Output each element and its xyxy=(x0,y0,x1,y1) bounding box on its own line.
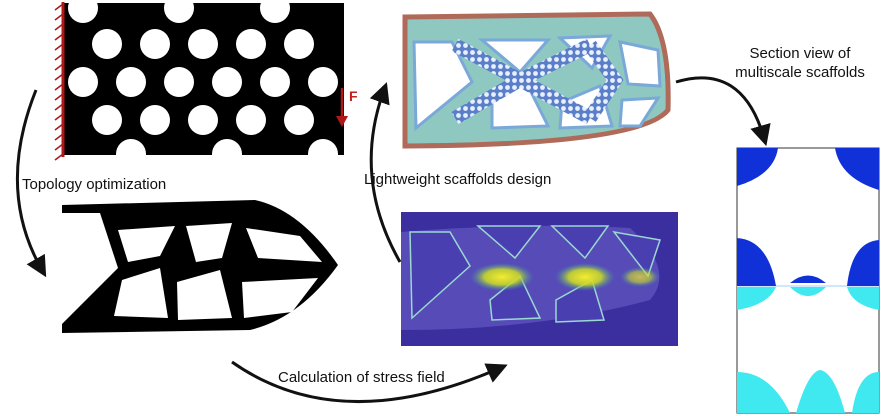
label-section-line2: multiscale scaffolds xyxy=(735,64,865,81)
flow-arrows xyxy=(16,76,771,403)
arrow-to-stress xyxy=(231,360,508,403)
section-view xyxy=(736,147,880,414)
arrow-to-scaffolds xyxy=(369,82,402,263)
arrow-to-section xyxy=(675,76,771,147)
arrow-to-topology xyxy=(16,89,47,278)
label-stress-field: Calculation of stress field xyxy=(278,369,445,386)
stress-field xyxy=(401,212,678,346)
label-section-line1: Section view of xyxy=(749,45,851,62)
lightweight-scaffold xyxy=(402,11,671,149)
domain-holes xyxy=(68,3,338,155)
label-topology-optimization: Topology optimization xyxy=(22,176,167,193)
force-label: F xyxy=(349,88,358,104)
fixed-support-wall xyxy=(54,2,65,161)
design-domain xyxy=(62,3,344,155)
label-lightweight-scaffolds: Lightweight scaffolds design xyxy=(364,171,552,188)
force-arrow xyxy=(336,88,348,127)
label-section-view: Section view of multiscale scaffolds xyxy=(725,44,875,82)
optimized-topology xyxy=(62,200,338,333)
